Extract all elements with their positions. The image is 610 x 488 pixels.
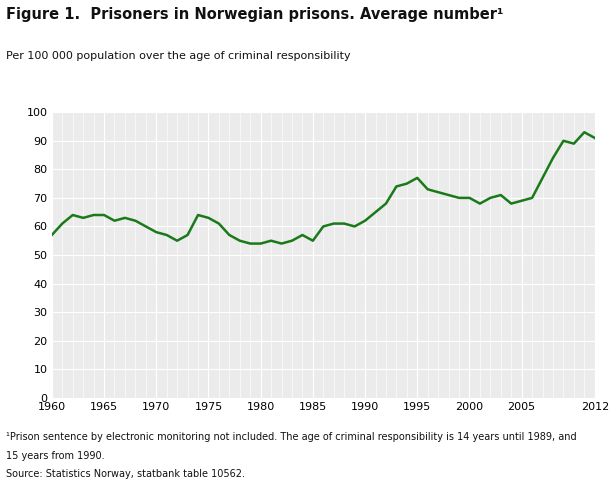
Text: ¹Prison sentence by electronic monitoring not included. The age of criminal resp: ¹Prison sentence by electronic monitorin… bbox=[6, 432, 576, 442]
Text: Per 100 000 population over the age of criminal responsibility: Per 100 000 population over the age of c… bbox=[6, 51, 351, 61]
Text: Figure 1.  Prisoners in Norwegian prisons. Average number¹: Figure 1. Prisoners in Norwegian prisons… bbox=[6, 7, 504, 22]
Text: 15 years from 1990.: 15 years from 1990. bbox=[6, 451, 105, 461]
Text: Source: Statistics Norway, statbank table 10562.: Source: Statistics Norway, statbank tabl… bbox=[6, 469, 245, 479]
